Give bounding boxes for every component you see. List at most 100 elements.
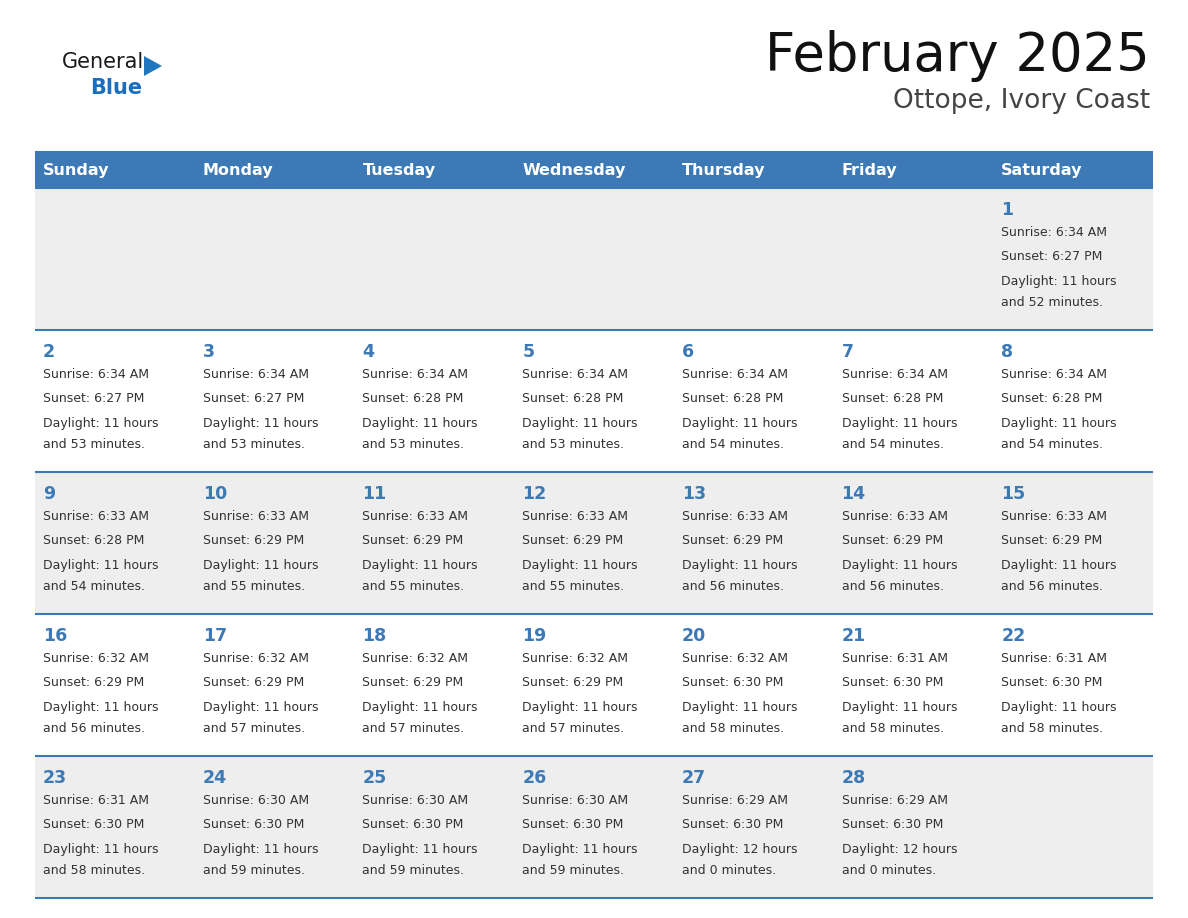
Text: and 0 minutes.: and 0 minutes. — [682, 864, 776, 877]
Text: 27: 27 — [682, 768, 706, 787]
Text: Daylight: 11 hours: Daylight: 11 hours — [43, 843, 158, 856]
Text: Sunset: 6:28 PM: Sunset: 6:28 PM — [43, 534, 145, 547]
Text: Sunset: 6:30 PM: Sunset: 6:30 PM — [841, 677, 943, 689]
Text: 15: 15 — [1001, 485, 1025, 503]
Text: 19: 19 — [523, 627, 546, 644]
Text: Sunset: 6:27 PM: Sunset: 6:27 PM — [1001, 251, 1102, 263]
Text: Sunrise: 6:33 AM: Sunrise: 6:33 AM — [682, 510, 788, 523]
Text: Sunset: 6:28 PM: Sunset: 6:28 PM — [523, 393, 624, 406]
Text: Sunrise: 6:34 AM: Sunrise: 6:34 AM — [523, 368, 628, 381]
Text: Sunrise: 6:30 AM: Sunrise: 6:30 AM — [523, 794, 628, 807]
Text: General: General — [62, 52, 144, 72]
Text: 14: 14 — [841, 485, 866, 503]
Text: and 57 minutes.: and 57 minutes. — [362, 722, 465, 735]
Text: 23: 23 — [43, 768, 67, 787]
Text: Daylight: 11 hours: Daylight: 11 hours — [203, 843, 318, 856]
Text: Sunrise: 6:33 AM: Sunrise: 6:33 AM — [523, 510, 628, 523]
Text: and 57 minutes.: and 57 minutes. — [523, 722, 624, 735]
Text: 18: 18 — [362, 627, 386, 644]
Text: Daylight: 12 hours: Daylight: 12 hours — [682, 843, 797, 856]
Text: and 54 minutes.: and 54 minutes. — [682, 438, 784, 451]
Text: Sunrise: 6:29 AM: Sunrise: 6:29 AM — [841, 794, 948, 807]
Text: Sunset: 6:30 PM: Sunset: 6:30 PM — [362, 819, 463, 832]
Text: Blue: Blue — [90, 78, 143, 98]
Text: and 58 minutes.: and 58 minutes. — [682, 722, 784, 735]
Text: Daylight: 11 hours: Daylight: 11 hours — [362, 559, 478, 572]
Text: Sunset: 6:29 PM: Sunset: 6:29 PM — [43, 677, 144, 689]
Text: Daylight: 11 hours: Daylight: 11 hours — [682, 700, 797, 713]
Text: Sunrise: 6:34 AM: Sunrise: 6:34 AM — [362, 368, 468, 381]
Text: Daylight: 11 hours: Daylight: 11 hours — [203, 417, 318, 430]
Text: Sunset: 6:29 PM: Sunset: 6:29 PM — [362, 534, 463, 547]
Bar — [514, 152, 674, 188]
Text: and 54 minutes.: and 54 minutes. — [841, 438, 943, 451]
Text: Sunrise: 6:32 AM: Sunrise: 6:32 AM — [43, 653, 148, 666]
Text: Sunset: 6:29 PM: Sunset: 6:29 PM — [203, 534, 304, 547]
Text: Sunset: 6:27 PM: Sunset: 6:27 PM — [203, 393, 304, 406]
Text: Daylight: 11 hours: Daylight: 11 hours — [523, 700, 638, 713]
Text: Daylight: 11 hours: Daylight: 11 hours — [523, 843, 638, 856]
Text: 7: 7 — [841, 342, 853, 361]
Text: Daylight: 11 hours: Daylight: 11 hours — [203, 559, 318, 572]
Text: Sunrise: 6:32 AM: Sunrise: 6:32 AM — [203, 653, 309, 666]
Text: and 56 minutes.: and 56 minutes. — [1001, 580, 1104, 593]
Text: Sunset: 6:30 PM: Sunset: 6:30 PM — [43, 819, 145, 832]
Text: Sunset: 6:29 PM: Sunset: 6:29 PM — [523, 677, 624, 689]
Bar — [195, 152, 354, 188]
Text: Sunset: 6:29 PM: Sunset: 6:29 PM — [682, 534, 783, 547]
Text: Sunset: 6:29 PM: Sunset: 6:29 PM — [523, 534, 624, 547]
Text: Daylight: 11 hours: Daylight: 11 hours — [682, 417, 797, 430]
Text: Daylight: 11 hours: Daylight: 11 hours — [43, 417, 158, 430]
Text: Monday: Monday — [203, 162, 273, 177]
Text: Daylight: 11 hours: Daylight: 11 hours — [43, 559, 158, 572]
Text: Sunrise: 6:33 AM: Sunrise: 6:33 AM — [203, 510, 309, 523]
Text: Thursday: Thursday — [682, 162, 765, 177]
Text: Daylight: 11 hours: Daylight: 11 hours — [523, 559, 638, 572]
Text: 6: 6 — [682, 342, 694, 361]
Text: and 54 minutes.: and 54 minutes. — [1001, 438, 1104, 451]
Bar — [34, 472, 1154, 614]
Text: Sunrise: 6:33 AM: Sunrise: 6:33 AM — [362, 510, 468, 523]
Bar — [34, 614, 1154, 756]
Text: 17: 17 — [203, 627, 227, 644]
Bar — [674, 152, 834, 188]
Text: Sunset: 6:30 PM: Sunset: 6:30 PM — [523, 819, 624, 832]
Text: Sunrise: 6:33 AM: Sunrise: 6:33 AM — [841, 510, 948, 523]
Text: Tuesday: Tuesday — [362, 162, 436, 177]
Text: Daylight: 11 hours: Daylight: 11 hours — [841, 700, 958, 713]
Text: and 56 minutes.: and 56 minutes. — [43, 722, 145, 735]
Text: Sunset: 6:30 PM: Sunset: 6:30 PM — [841, 819, 943, 832]
Text: and 57 minutes.: and 57 minutes. — [203, 722, 305, 735]
Text: Sunrise: 6:29 AM: Sunrise: 6:29 AM — [682, 794, 788, 807]
Text: Sunrise: 6:34 AM: Sunrise: 6:34 AM — [203, 368, 309, 381]
Text: Sunset: 6:30 PM: Sunset: 6:30 PM — [203, 819, 304, 832]
Bar — [34, 188, 1154, 330]
Text: Daylight: 11 hours: Daylight: 11 hours — [682, 559, 797, 572]
Text: Sunset: 6:30 PM: Sunset: 6:30 PM — [1001, 677, 1102, 689]
Text: 5: 5 — [523, 342, 535, 361]
Text: Sunrise: 6:31 AM: Sunrise: 6:31 AM — [1001, 653, 1107, 666]
Text: February 2025: February 2025 — [765, 30, 1150, 82]
Text: Sunset: 6:29 PM: Sunset: 6:29 PM — [841, 534, 943, 547]
Text: Daylight: 11 hours: Daylight: 11 hours — [1001, 274, 1117, 287]
Text: Daylight: 11 hours: Daylight: 11 hours — [203, 700, 318, 713]
Text: and 56 minutes.: and 56 minutes. — [682, 580, 784, 593]
Text: 25: 25 — [362, 768, 386, 787]
Text: and 59 minutes.: and 59 minutes. — [362, 864, 465, 877]
Text: Sunrise: 6:34 AM: Sunrise: 6:34 AM — [1001, 227, 1107, 240]
Text: Daylight: 11 hours: Daylight: 11 hours — [1001, 700, 1117, 713]
Polygon shape — [144, 56, 162, 76]
Text: Sunrise: 6:33 AM: Sunrise: 6:33 AM — [1001, 510, 1107, 523]
Text: Sunset: 6:28 PM: Sunset: 6:28 PM — [362, 393, 463, 406]
Text: and 55 minutes.: and 55 minutes. — [203, 580, 305, 593]
Text: Sunset: 6:28 PM: Sunset: 6:28 PM — [841, 393, 943, 406]
Bar — [834, 152, 993, 188]
Text: 21: 21 — [841, 627, 866, 644]
Text: Sunset: 6:29 PM: Sunset: 6:29 PM — [1001, 534, 1102, 547]
Text: Sunrise: 6:32 AM: Sunrise: 6:32 AM — [682, 653, 788, 666]
Text: and 53 minutes.: and 53 minutes. — [43, 438, 145, 451]
Text: and 52 minutes.: and 52 minutes. — [1001, 296, 1104, 309]
Text: Daylight: 11 hours: Daylight: 11 hours — [362, 843, 478, 856]
Text: 1: 1 — [1001, 201, 1013, 218]
Text: and 56 minutes.: and 56 minutes. — [841, 580, 943, 593]
